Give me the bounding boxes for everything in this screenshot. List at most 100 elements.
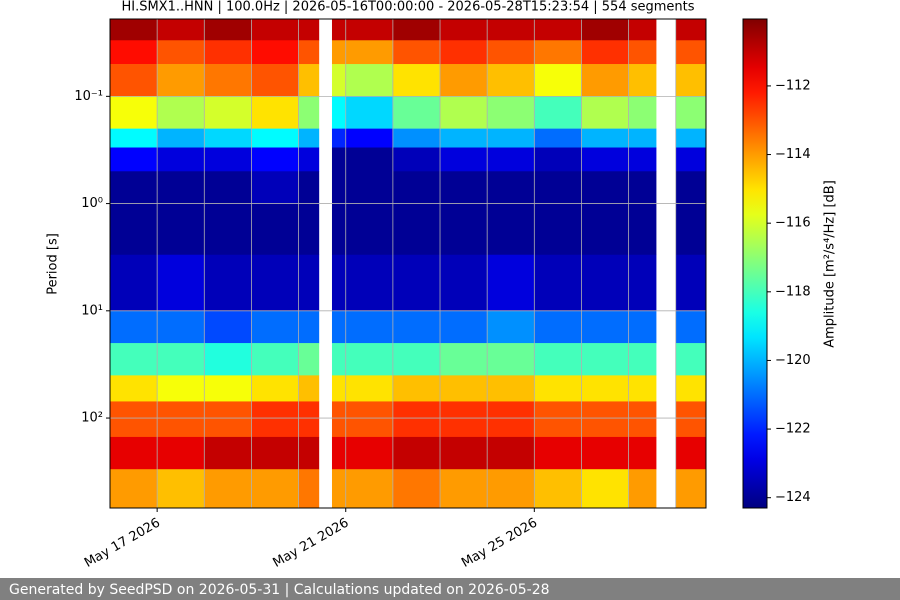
cell xyxy=(440,64,488,97)
cell xyxy=(345,128,394,148)
cell xyxy=(157,64,205,97)
cell xyxy=(581,19,629,41)
cell xyxy=(298,171,320,204)
cell xyxy=(157,147,205,172)
cell xyxy=(628,343,657,376)
cell xyxy=(298,401,320,438)
y-tick-label: 10¹ xyxy=(81,303,103,318)
colorbar-tick-label: −122 xyxy=(775,422,811,437)
cell xyxy=(675,436,707,470)
cell xyxy=(204,19,252,41)
cell xyxy=(534,310,582,344)
cell xyxy=(392,343,441,376)
cell xyxy=(581,203,629,256)
cell xyxy=(204,171,252,204)
cell xyxy=(110,375,158,402)
cell xyxy=(251,375,299,402)
cell xyxy=(251,254,299,312)
cell xyxy=(487,96,535,129)
cell xyxy=(487,19,535,41)
cell xyxy=(204,375,252,402)
cell xyxy=(331,343,347,376)
colorbar-tick-label: −124 xyxy=(775,490,811,505)
cell xyxy=(675,310,707,344)
cell xyxy=(204,436,252,470)
cell xyxy=(298,469,320,509)
colorbar xyxy=(742,18,768,509)
cell xyxy=(534,375,582,402)
cell xyxy=(251,436,299,470)
cell xyxy=(110,343,158,376)
cell xyxy=(628,96,657,129)
cell xyxy=(298,147,320,172)
cell xyxy=(628,436,657,470)
cell xyxy=(345,469,394,509)
cell xyxy=(331,171,347,204)
cell xyxy=(157,128,205,148)
heatmap xyxy=(110,19,707,509)
cell xyxy=(345,40,394,65)
cell xyxy=(331,310,347,344)
y-tick-label: 10² xyxy=(81,411,103,426)
cell xyxy=(534,436,582,470)
footer: Generated by SeedPSD on 2026-05-31 | Cal… xyxy=(9,582,550,598)
cell xyxy=(534,147,582,172)
cell xyxy=(110,128,158,148)
cell xyxy=(581,40,629,65)
cell xyxy=(204,64,252,97)
cell xyxy=(534,64,582,97)
cell xyxy=(675,469,707,509)
cell xyxy=(251,469,299,509)
cell xyxy=(675,64,707,97)
cell xyxy=(110,469,158,509)
cell xyxy=(581,469,629,509)
cell xyxy=(298,436,320,470)
cell xyxy=(251,310,299,344)
cell xyxy=(345,375,394,402)
cell xyxy=(581,375,629,402)
cell xyxy=(440,310,488,344)
cell xyxy=(110,147,158,172)
cell xyxy=(534,254,582,312)
cell xyxy=(251,147,299,172)
cell xyxy=(110,436,158,470)
cell xyxy=(204,203,252,256)
cell xyxy=(392,147,441,172)
cell xyxy=(157,343,205,376)
cell xyxy=(345,171,394,204)
cell xyxy=(440,436,488,470)
cell xyxy=(628,203,657,256)
cell xyxy=(628,19,657,41)
cell xyxy=(204,128,252,148)
cell xyxy=(204,147,252,172)
cell xyxy=(581,436,629,470)
cell xyxy=(331,147,347,172)
cell xyxy=(251,19,299,41)
cell xyxy=(628,64,657,97)
cell xyxy=(675,375,707,402)
cell xyxy=(298,375,320,402)
cell xyxy=(110,40,158,65)
cell xyxy=(675,128,707,148)
colorbar-tick-label: −120 xyxy=(775,353,811,368)
cell xyxy=(675,401,707,438)
cell xyxy=(157,401,205,438)
cell xyxy=(157,469,205,509)
cell xyxy=(110,19,158,41)
cell xyxy=(487,254,535,312)
cell xyxy=(110,401,158,438)
cell xyxy=(675,147,707,172)
cell xyxy=(628,375,657,402)
cell xyxy=(440,203,488,256)
cell xyxy=(204,343,252,376)
y-tick-label: 10⁰ xyxy=(81,196,103,211)
cell xyxy=(675,96,707,129)
cell xyxy=(345,343,394,376)
cell xyxy=(251,343,299,376)
cell xyxy=(251,96,299,129)
cell xyxy=(298,343,320,376)
cell xyxy=(628,469,657,509)
cell xyxy=(581,128,629,148)
colorbar-tick-label: −114 xyxy=(775,147,811,162)
cell xyxy=(345,203,394,256)
